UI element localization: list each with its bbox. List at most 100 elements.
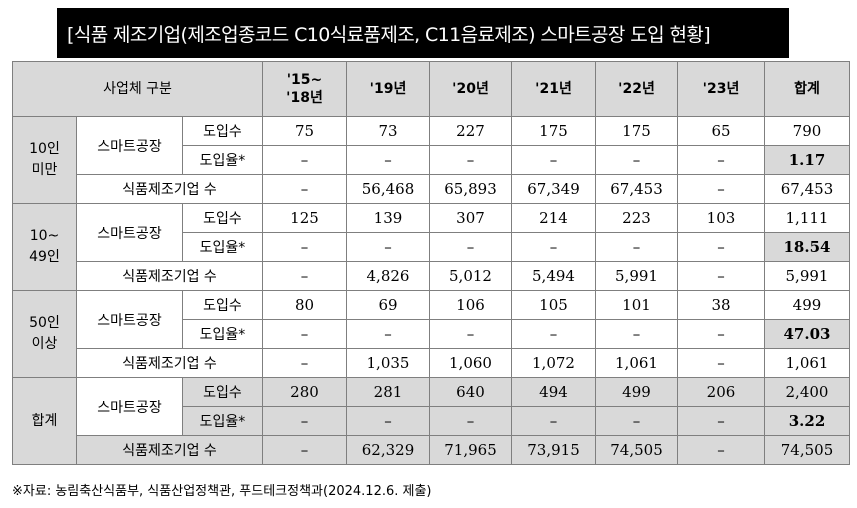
- table-title: [식품 제조기업(제조업종코드 C10식료품제조, C11음료제조) 스마트공장…: [57, 8, 789, 58]
- adoption-rate-label: 도입율*: [182, 319, 263, 349]
- table-cell: 1,111: [764, 203, 850, 233]
- table-cell: –: [677, 261, 765, 291]
- table-cell: 175: [595, 116, 678, 146]
- group-label-line: 49인: [29, 249, 60, 265]
- table-cell: 139: [346, 203, 430, 233]
- table-row: 도입율* – – – – – –18.54: [13, 232, 850, 262]
- table-cell: 1,060: [429, 348, 512, 378]
- table-cell: –: [346, 319, 430, 349]
- table-cell: 75: [262, 116, 347, 146]
- table-cell: 5,012: [429, 261, 512, 291]
- table-row: 10인 미만 스마트공장 도입수 75 73 227 175 175 65 790: [12, 116, 850, 204]
- table-cell: 74,505: [595, 435, 678, 465]
- smart-factory-table: 사업체 구분 '15~ '18년 '19년 '20년 '21년 '22년 '23년…: [12, 61, 850, 465]
- table-cell: 2,400: [764, 377, 850, 407]
- table-cell: 47.03: [764, 319, 850, 349]
- header-year: '22년: [595, 61, 678, 117]
- table-row: 식품제조기업 수 –4,826 5,012 5,494 5,991–5,991: [13, 261, 850, 291]
- table-cell: 1.17: [764, 145, 850, 175]
- table-cell: 281: [346, 377, 430, 407]
- table-cell: –: [262, 319, 347, 349]
- table-cell: 223: [595, 203, 678, 233]
- table-row: 도입율* – – – – – –3.22: [13, 406, 850, 436]
- table-cell: –: [346, 406, 430, 436]
- table-cell: 65,893: [429, 174, 512, 204]
- table-cell: –: [262, 406, 347, 436]
- adoption-rate-label: 도입율*: [182, 406, 263, 436]
- header-total: 합계: [764, 61, 850, 117]
- table-cell: –: [262, 174, 347, 204]
- table-cell: –: [595, 232, 678, 262]
- table-row: 식품제조기업 수 –1,035 1,060 1,072 1,061–1,061: [13, 348, 850, 378]
- smart-factory-label: 스마트공장: [76, 377, 183, 436]
- table-row: 50인 이상 스마트공장 도입수 80 69 106 105 101 38 499: [12, 290, 850, 378]
- table-cell: 4,826: [346, 261, 430, 291]
- table-cell: 227: [429, 116, 512, 146]
- table-cell: 1,035: [346, 348, 430, 378]
- table-cell: –: [677, 319, 765, 349]
- header-year: '19년: [346, 61, 430, 117]
- table-cell: –: [262, 232, 347, 262]
- header-year: '20년: [429, 61, 512, 117]
- table-cell: –: [262, 348, 347, 378]
- table-cell: 105: [511, 290, 596, 320]
- table-cell: –: [429, 145, 512, 175]
- table-cell: 640: [429, 377, 512, 407]
- table-row: 식품제조기업 수 –62,329 71,965 73,915 74,505–74,505: [13, 435, 850, 465]
- table-cell: –: [677, 174, 765, 204]
- table-cell: –: [677, 145, 765, 175]
- table-cell: –: [346, 232, 430, 262]
- header-year: '15~ '18년: [262, 61, 347, 117]
- smart-factory-label: 스마트공장: [76, 290, 183, 349]
- group-label-line: 50인: [29, 315, 60, 331]
- table-cell: 65: [677, 116, 765, 146]
- table-cell: –: [262, 145, 347, 175]
- adoption-count-label: 도입수: [182, 290, 263, 320]
- adoption-count-label: 도입수: [182, 203, 263, 233]
- table-row: 10~ 49인 스마트공장 도입수 125 139 307 214 223 103 1,111: [12, 203, 850, 291]
- table-cell: 103: [677, 203, 765, 233]
- table-cell: –: [262, 435, 347, 465]
- food-companies-label: 식품제조기업 수: [76, 435, 263, 465]
- table-cell: 206: [677, 377, 765, 407]
- table-cell: 80: [262, 290, 347, 320]
- table-cell: –: [595, 145, 678, 175]
- group-label-line: 10인: [29, 141, 60, 157]
- adoption-count-label: 도입수: [182, 377, 263, 407]
- table-cell: 74,505: [764, 435, 850, 465]
- table-row: 도입율* – – – – – –47.03: [13, 319, 850, 349]
- table-cell: –: [511, 319, 596, 349]
- table-cell: 3.22: [764, 406, 850, 436]
- table-cell: –: [677, 406, 765, 436]
- table-cell: 494: [511, 377, 596, 407]
- adoption-count-label: 도입수: [182, 116, 263, 146]
- table-row: 식품제조기업 수 –56,468 65,893 67,349 67,453–67,453: [13, 174, 850, 204]
- table-cell: 280: [262, 377, 347, 407]
- table-cell: 69: [346, 290, 430, 320]
- table-cell: 67,453: [595, 174, 678, 204]
- table-cell: 5,494: [511, 261, 596, 291]
- table-cell: –: [595, 406, 678, 436]
- table-cell: 125: [262, 203, 347, 233]
- table-cell: 1,072: [511, 348, 596, 378]
- table-cell: –: [346, 145, 430, 175]
- group-label-line: 이상: [31, 336, 58, 352]
- table-cell: 499: [595, 377, 678, 407]
- table-cell: 67,349: [511, 174, 596, 204]
- adoption-rate-label: 도입율*: [182, 232, 263, 262]
- table-cell: 307: [429, 203, 512, 233]
- smart-factory-label: 스마트공장: [76, 203, 183, 262]
- table-cell: 790: [764, 116, 850, 146]
- table-cell: –: [511, 145, 596, 175]
- table-cell: 499: [764, 290, 850, 320]
- table-cell: 71,965: [429, 435, 512, 465]
- table-cell: 1,061: [595, 348, 678, 378]
- header-year: '21년: [511, 61, 596, 117]
- header-category: 사업체 구분: [12, 61, 263, 117]
- group-label-line: 미만: [31, 162, 58, 178]
- table-cell: –: [677, 232, 765, 262]
- table-cell: 67,453: [764, 174, 850, 204]
- table-cell: 62,329: [346, 435, 430, 465]
- table-cell: –: [262, 261, 347, 291]
